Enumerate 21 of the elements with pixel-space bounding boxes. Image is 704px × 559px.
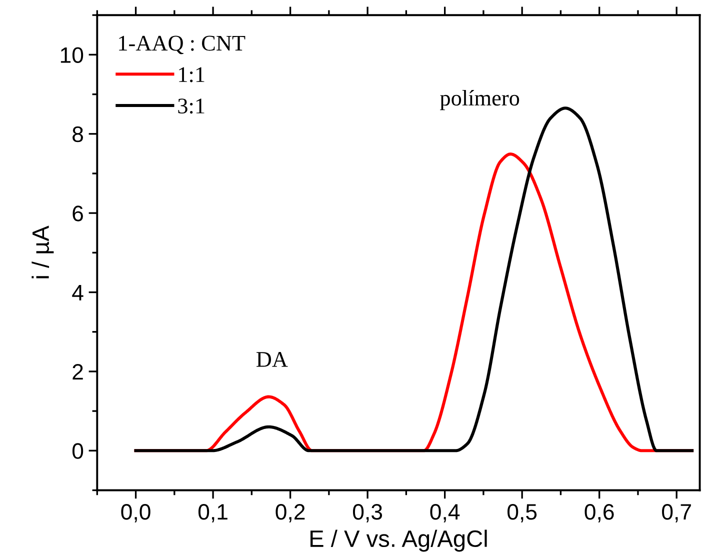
x-tick-label: 0,1 (198, 504, 228, 522)
x-tick-label: 0,0 (121, 504, 150, 522)
x-tick-label: 0,3 (352, 504, 382, 522)
x-tick-label: 0,6 (584, 504, 614, 522)
y-tick-label: 10 (60, 47, 84, 63)
y-tick-label: 2 (72, 364, 83, 380)
x-tick-label: 0,2 (276, 504, 305, 522)
legend-label: 1:1 (179, 67, 204, 82)
y-tick-label: 0 (72, 443, 84, 459)
annotation: polímero (440, 90, 520, 110)
x-tick-label: 0,5 (508, 504, 537, 522)
x-axis-title: E / V vs. Ag/AgCl (310, 530, 487, 552)
y-tick-label: 6 (72, 206, 83, 222)
x-tick-label: 0,4 (430, 504, 460, 522)
legend-label: 3:1 (178, 98, 204, 114)
annotation: DA (256, 352, 288, 367)
y-axis-title: i / µA (32, 226, 54, 278)
x-tick-label: 0,7 (662, 504, 691, 522)
y-tick-label: 8 (72, 126, 83, 142)
legend-title: 1-AAQ : CNT (119, 36, 246, 54)
y-tick-label: 4 (72, 285, 84, 300)
